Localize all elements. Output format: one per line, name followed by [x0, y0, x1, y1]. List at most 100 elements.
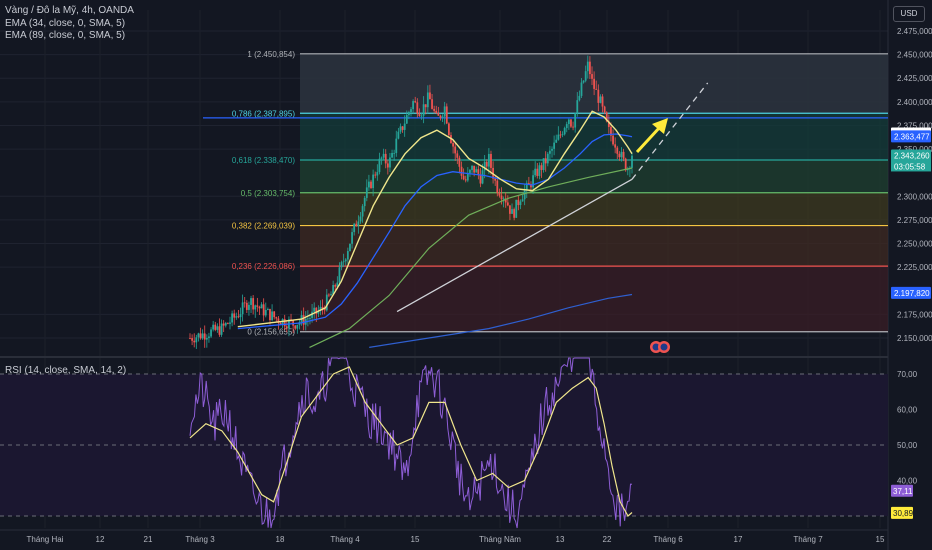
- price-tick-label: 2.175,000: [897, 310, 932, 319]
- candle-body: [536, 168, 539, 176]
- candle-body: [603, 106, 606, 113]
- candle: [475, 166, 478, 173]
- candle-body: [416, 102, 419, 114]
- candle-body: [462, 175, 465, 180]
- candle-body: [353, 223, 356, 233]
- candle: [262, 298, 265, 322]
- candle: [407, 110, 410, 120]
- candle: [612, 129, 614, 146]
- candle-body: [260, 304, 263, 309]
- candle: [239, 307, 242, 325]
- candle-body: [237, 316, 240, 318]
- time-tick-label: Tháng 6: [653, 535, 683, 544]
- candle: [506, 195, 509, 207]
- candle: [328, 293, 330, 298]
- candle: [353, 222, 356, 236]
- candle: [616, 145, 619, 160]
- rsi-legend: RSI (14, close, SMA, 14, 2): [5, 365, 127, 376]
- candle-body: [477, 169, 480, 175]
- event-flag-inner: [652, 343, 660, 351]
- candle-body: [399, 126, 402, 132]
- candle-body: [193, 340, 196, 343]
- candle-body: [218, 326, 221, 335]
- candle: [574, 112, 577, 133]
- candle: [235, 312, 238, 320]
- trendline-extension: [631, 82, 709, 180]
- candle: [504, 192, 507, 208]
- candle: [593, 71, 596, 96]
- candle: [591, 66, 593, 85]
- candle-body: [233, 313, 236, 318]
- candle-body: [485, 161, 488, 167]
- candle-body: [572, 126, 574, 128]
- candle-body: [372, 174, 375, 189]
- candle-body: [229, 322, 231, 324]
- candle-body: [574, 113, 577, 128]
- candle-body: [435, 110, 438, 113]
- candle: [601, 94, 604, 113]
- candle-body: [239, 314, 242, 318]
- candle: [466, 167, 469, 183]
- currency-button[interactable]: USD: [893, 6, 925, 22]
- candle-body: [429, 92, 431, 100]
- price-tick-label: 2.250,000: [897, 240, 932, 249]
- candle-body: [567, 119, 570, 125]
- ema89-line: [237, 133, 633, 330]
- candle-body: [285, 326, 288, 329]
- candle-body: [441, 116, 444, 118]
- price-badge-bg: [891, 286, 931, 299]
- candle-body: [309, 318, 311, 319]
- candle: [538, 162, 541, 180]
- candle: [555, 134, 558, 143]
- candle: [582, 80, 585, 84]
- candle: [351, 228, 353, 249]
- candle-body: [407, 112, 410, 116]
- rsi-badge-text: 37,11: [893, 487, 913, 496]
- candle-body: [273, 311, 276, 318]
- candle-body: [624, 158, 627, 171]
- candle: [570, 118, 572, 129]
- rsi-ma-line: [189, 366, 633, 517]
- candle: [441, 114, 444, 122]
- candle: [248, 301, 250, 316]
- candle: [218, 318, 221, 337]
- candle: [426, 85, 429, 114]
- candle: [397, 127, 400, 140]
- candle: [210, 327, 212, 338]
- candle-body: [589, 61, 591, 75]
- candle-body: [214, 324, 217, 330]
- candle-body: [578, 95, 581, 101]
- candle: [237, 310, 240, 319]
- candle-body: [622, 151, 625, 159]
- candle: [226, 322, 229, 325]
- candle: [212, 320, 215, 332]
- candle-body: [433, 108, 436, 111]
- candle-body: [561, 134, 564, 136]
- candle: [264, 302, 267, 318]
- candle-body: [283, 318, 286, 327]
- candle-body: [612, 135, 614, 145]
- candle: [201, 329, 204, 340]
- candle-body: [313, 307, 316, 312]
- candle-body: [208, 336, 210, 339]
- candle: [567, 118, 570, 130]
- candle: [306, 310, 309, 327]
- candle: [349, 243, 351, 252]
- candle: [233, 309, 236, 325]
- candle: [401, 125, 404, 133]
- arrow-head: [652, 118, 668, 134]
- candle-body: [380, 157, 383, 159]
- candle: [205, 334, 208, 348]
- candle: [553, 135, 556, 156]
- price-tick-label: 2.450,000: [897, 51, 932, 60]
- candle-body: [509, 205, 511, 214]
- candle: [464, 175, 467, 183]
- countdown-badge-bg: [891, 160, 931, 172]
- candle: [513, 207, 516, 221]
- candle: [380, 156, 383, 165]
- candle-body: [351, 232, 353, 244]
- candle: [496, 176, 499, 197]
- candle: [447, 122, 450, 138]
- candle-body: [269, 308, 271, 321]
